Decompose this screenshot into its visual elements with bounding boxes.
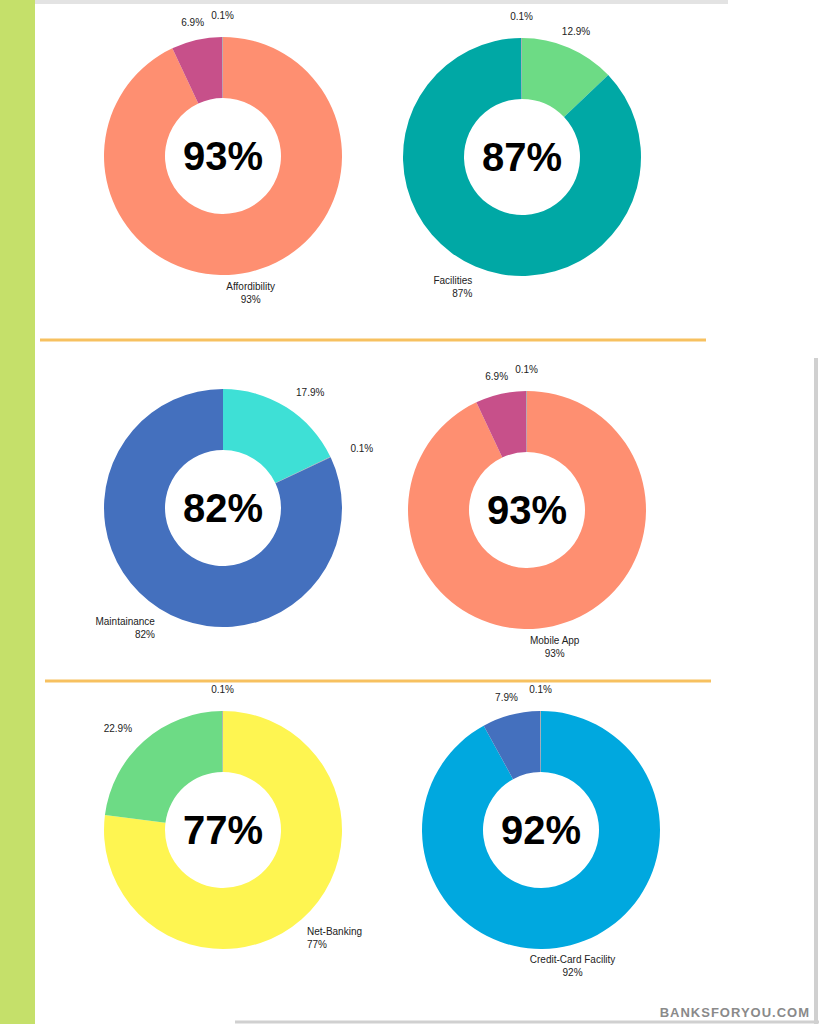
slice-title: Maintainance <box>95 616 155 627</box>
data-label: 0.1% <box>515 364 538 375</box>
data-label: 12.9% <box>562 26 590 37</box>
slice-title: Affordibility <box>226 281 275 292</box>
data-label: 77% <box>307 939 327 950</box>
slice <box>104 711 342 949</box>
data-label: 6.9% <box>485 371 508 382</box>
slice <box>104 37 342 275</box>
slice <box>104 389 342 627</box>
slice-title: Net-Banking <box>307 926 362 937</box>
slice <box>526 391 528 452</box>
slice-title: Mobile App <box>530 635 580 646</box>
side-stripe <box>0 0 35 1024</box>
separator <box>45 680 711 683</box>
center-label: 93% <box>487 488 567 532</box>
slice <box>222 37 224 98</box>
bottom-border <box>235 1021 819 1024</box>
data-label: 0.1% <box>529 684 552 695</box>
data-label: 82% <box>135 629 155 640</box>
data-label: 6.9% <box>181 17 204 28</box>
data-label: 17.9% <box>296 387 324 398</box>
center-label: 82% <box>183 486 263 530</box>
watermark: BANKSFORYOU.COM <box>660 1005 810 1020</box>
data-label: 7.9% <box>495 692 518 703</box>
data-label: 0.1% <box>350 443 373 454</box>
slice <box>521 38 523 99</box>
separator <box>40 339 706 342</box>
slice <box>172 37 222 104</box>
right-border <box>814 358 818 1024</box>
slice <box>484 711 541 779</box>
donut-chart: 92% Credit-Card Facility 92% 7.9% 0.1% <box>422 684 660 978</box>
data-label: 92% <box>563 967 583 978</box>
center-label: 93% <box>183 134 263 178</box>
slice <box>476 391 526 458</box>
slice <box>422 711 660 949</box>
donut-chart: 82% 17.9% 0.1% Maintainance 82% <box>95 387 373 640</box>
top-border <box>35 0 728 4</box>
donut-chart: 77% Net-Banking 77% 22.9% 0.1% <box>104 684 362 950</box>
donut-chart: 93% Affordibility 93% 6.9% 0.1% <box>104 10 342 305</box>
page: 93% Affordibility 93% 6.9% 0.1% 87% 12.9% Facil… <box>0 0 819 1024</box>
data-label: 22.9% <box>104 723 132 734</box>
slice-title: Facilities <box>433 275 472 286</box>
data-label: 0.1% <box>510 11 533 22</box>
canvas: 93% Affordibility 93% 6.9% 0.1% 87% 12.9% Facil… <box>0 0 819 1024</box>
slice <box>408 391 646 629</box>
data-label: 93% <box>545 648 565 659</box>
slice <box>540 711 542 772</box>
slice <box>222 711 224 772</box>
center-label: 92% <box>501 808 581 852</box>
data-label: 0.1% <box>211 684 234 695</box>
center-label: 87% <box>482 135 562 179</box>
donut-chart: 93% Mobile App 93% 6.9% 0.1% <box>408 364 646 659</box>
center-label: 77% <box>183 808 263 852</box>
slice <box>403 38 641 276</box>
data-label: 93% <box>241 294 261 305</box>
donut-chart: 87% 12.9% Facilities 87% 0.1% <box>403 11 641 299</box>
slice-title: Credit-Card Facility <box>530 954 616 965</box>
data-label: 0.1% <box>211 10 234 21</box>
data-label: 87% <box>452 288 472 299</box>
